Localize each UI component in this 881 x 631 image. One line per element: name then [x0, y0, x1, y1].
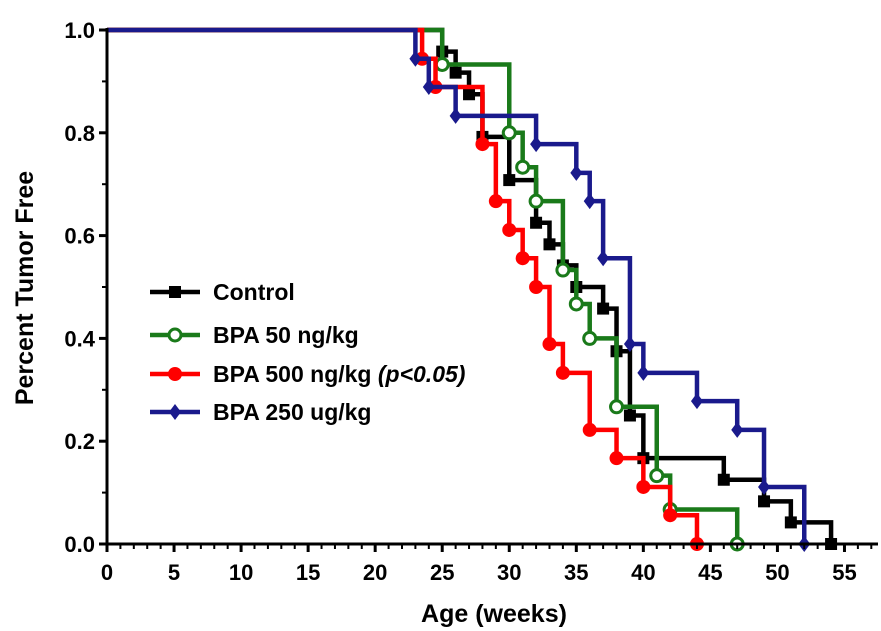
x-tick-label: 10 [229, 560, 253, 585]
series-line [107, 27, 700, 544]
y-tick-label: 0.8 [64, 121, 95, 146]
marker-diamond [583, 193, 596, 210]
series-line [107, 27, 807, 544]
marker-square [597, 302, 610, 315]
x-tick-label: 45 [698, 560, 722, 585]
marker-filled-circle [515, 251, 530, 266]
legend-label: BPA 250 ug/kg [213, 399, 371, 425]
marker-filled-circle [475, 137, 490, 152]
marker-square [530, 216, 543, 229]
y-tick-label: 0.0 [64, 532, 95, 557]
legend-item-3: BPA 250 ug/kg [150, 399, 371, 425]
marker-open-circle [582, 330, 598, 346]
legend-label-pvalue: (p<0.05) [378, 361, 466, 387]
marker-square [169, 286, 181, 298]
legend-label: BPA 500 ng/kg (p<0.05) [213, 361, 465, 387]
marker-diamond [530, 136, 543, 153]
marker-diamond [449, 107, 462, 124]
marker-filled-circle [542, 337, 557, 352]
marker-filled-circle [609, 451, 624, 466]
marker-open-circle [528, 193, 544, 209]
marker-diamond [690, 393, 703, 410]
x-tick-label: 20 [363, 560, 387, 585]
marker-square [758, 495, 771, 508]
x-tick-label: 25 [430, 560, 454, 585]
x-tick-label: 0 [101, 560, 113, 585]
y-tick-label: 1.0 [64, 18, 95, 43]
x-tick-label: 35 [564, 560, 588, 585]
marker-diamond [623, 336, 636, 353]
legend-label-name: BPA 250 ug/kg [213, 399, 371, 425]
x-tick-label: 40 [631, 560, 655, 585]
marker-square [503, 174, 516, 187]
marker-open-circle [501, 125, 517, 141]
marker-diamond [169, 404, 181, 420]
series-3 [107, 27, 811, 552]
x-tick-label: 5 [168, 560, 180, 585]
marker-filled-circle [488, 194, 503, 209]
legend-label-name: Control [213, 279, 295, 305]
x-tick-label: 15 [296, 560, 320, 585]
marker-filled-circle [555, 365, 570, 380]
legend-item-1: BPA 50 ng/kg [150, 322, 359, 348]
marker-filled-circle [529, 280, 544, 294]
y-tick-label: 0.6 [64, 224, 95, 249]
x-tick-label: 50 [765, 560, 789, 585]
marker-diamond [731, 421, 744, 438]
marker-open-circle [515, 159, 531, 175]
marker-filled-circle [168, 367, 182, 381]
marker-open-circle [609, 399, 625, 415]
legend-label: BPA 50 ng/kg [213, 322, 359, 348]
marker-open-circle [434, 56, 450, 72]
marker-diamond [637, 364, 650, 381]
ticks: 0 5 10 15 20 25 30 35 40 45 50 55 0.0 0.2 0.4 0.6 0.8 1.0 [64, 18, 873, 585]
marker-square [463, 88, 476, 101]
marker-square [543, 238, 556, 251]
marker-open-circle [167, 327, 183, 343]
series-1 [107, 27, 745, 552]
marker-diamond [597, 250, 610, 267]
marker-open-circle [568, 296, 584, 312]
marker-diamond [409, 50, 422, 67]
marker-diamond [758, 478, 771, 495]
legend-label-name: BPA 500 ng/kg [213, 361, 378, 387]
x-axis-title: Age (weeks) [421, 600, 567, 628]
legend-label: Control [213, 279, 295, 305]
marker-filled-circle [663, 508, 678, 523]
marker-square [449, 66, 462, 79]
marker-open-circle [649, 468, 665, 484]
legend: Control BPA 50 ng/kg BPA 500 ng/kg (p<0.05… [150, 279, 465, 425]
marker-filled-circle [636, 479, 651, 494]
marker-square [784, 516, 797, 529]
legend-item-2: BPA 500 ng/kg (p<0.05) [150, 361, 465, 387]
marker-square [717, 473, 730, 486]
x-tick-label: 55 [832, 560, 856, 585]
legend-label-name: BPA 50 ng/kg [213, 322, 359, 348]
y-tick-label: 0.2 [64, 429, 95, 454]
y-tick-label: 0.4 [64, 326, 95, 351]
marker-open-circle [555, 262, 571, 278]
marker-filled-circle [582, 422, 597, 437]
legend-item-0: Control [150, 279, 295, 305]
y-axis-title: Percent Tumor Free [11, 171, 39, 405]
series-2 [107, 27, 704, 551]
marker-square [623, 409, 636, 422]
marker-diamond [422, 79, 435, 96]
marker-filled-circle [502, 222, 517, 237]
x-tick-label: 30 [497, 560, 521, 585]
marker-diamond [570, 164, 583, 181]
series-layer [107, 27, 838, 552]
